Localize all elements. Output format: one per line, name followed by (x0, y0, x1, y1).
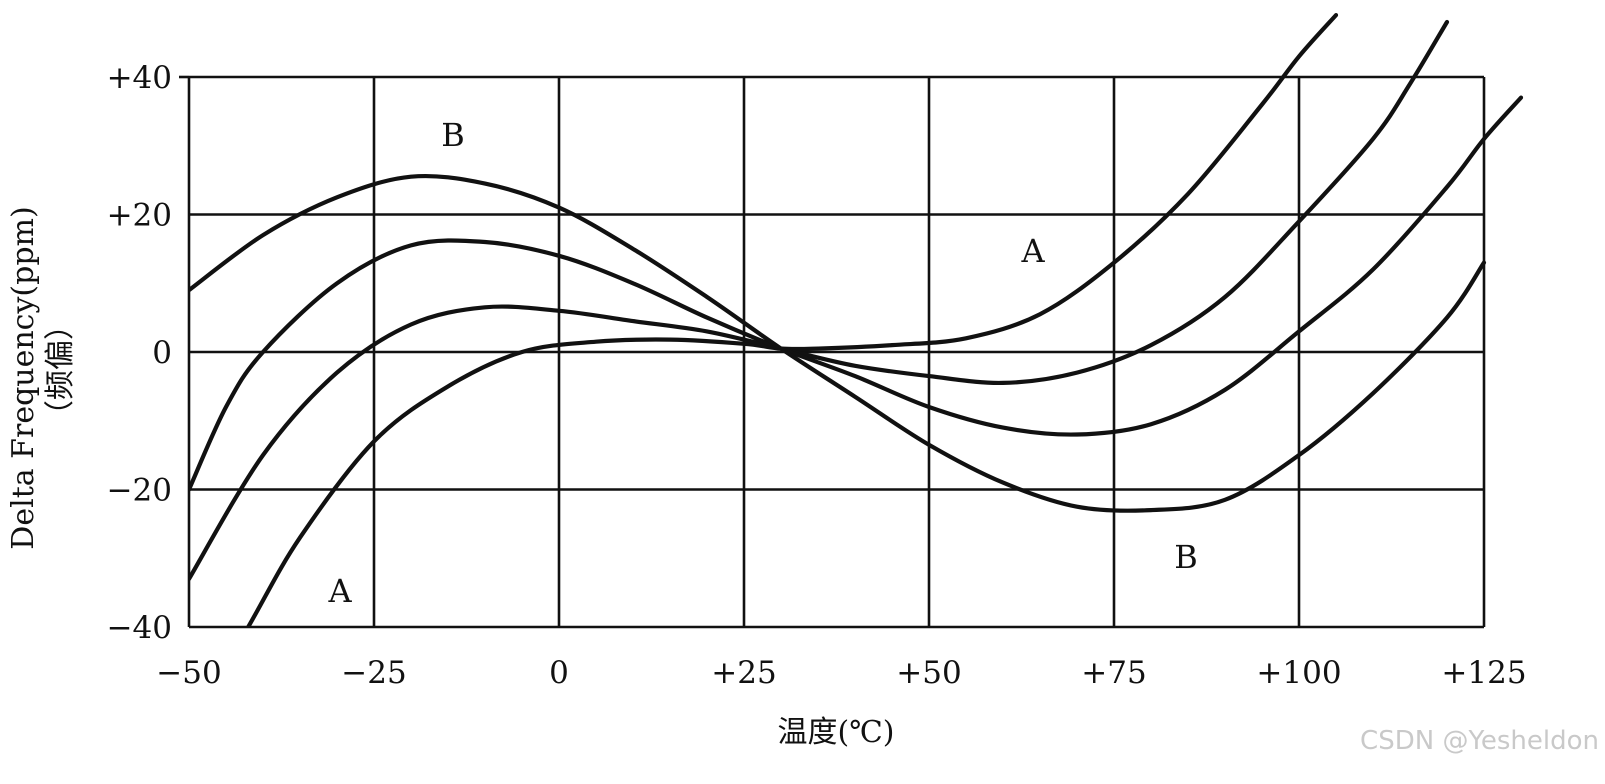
y-axis-title-cn: （频偏） (43, 310, 78, 430)
y-axis-title: Delta Frequency(ppm) (6, 206, 41, 549)
y-tick-label: 0 (152, 335, 172, 371)
y-tick-label: −20 (107, 473, 172, 509)
x-tick-label: 0 (549, 655, 569, 691)
curve-label-a-right: A (1020, 232, 1045, 270)
x-axis-ticks: −50 −25 0 +25 +50 +75 +100 +125 (156, 655, 1526, 691)
x-axis-title: 温度(℃) (778, 715, 895, 750)
y-tick-label: +40 (107, 60, 172, 96)
x-tick-label: +25 (711, 655, 776, 691)
y-tick-label: −40 (107, 610, 172, 646)
x-tick-label: +125 (1441, 655, 1526, 691)
curve-4 (189, 173, 1487, 513)
x-tick-label: +75 (1081, 655, 1146, 691)
curve-label-b-top: B (441, 116, 465, 154)
curve-label-b-bottom: B (1174, 538, 1198, 576)
x-tick-label: +50 (896, 655, 961, 691)
curve-1 (245, 13, 1339, 627)
curve-3 (189, 95, 1524, 492)
watermark: CSDN @Yesheldon (1360, 726, 1599, 756)
curve-2 (189, 19, 1450, 581)
y-tick-label: +20 (107, 198, 172, 234)
curve-label-a-bottom: A (327, 572, 352, 610)
y-axis-ticks: +40 +20 0 −20 −40 (107, 60, 172, 646)
x-tick-label: +100 (1256, 655, 1341, 691)
grid (179, 75, 1486, 629)
curves (189, 13, 1524, 627)
x-tick-label: −25 (341, 655, 406, 691)
x-tick-label: −50 (156, 655, 221, 691)
